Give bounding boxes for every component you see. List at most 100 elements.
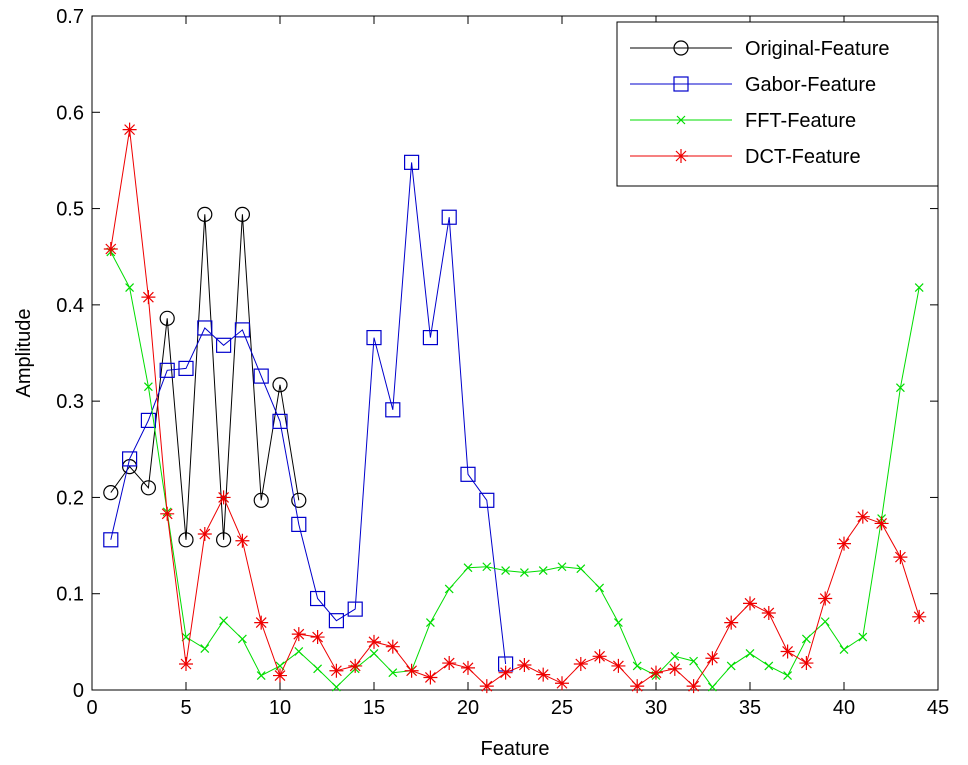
data-point-gabor-feature [460,466,476,482]
data-point-fft-feature [369,648,379,658]
series-line-gabor-feature [110,162,507,665]
data-point-fft-feature [707,682,717,692]
data-point-gabor-feature [441,209,457,225]
x-tick-label: 40 [833,697,855,719]
data-point-fft-feature [501,566,511,576]
data-point-dct-feature [291,627,306,642]
data-point-fft-feature [745,648,755,658]
data-point-fft-feature [538,566,548,576]
data-point-gabor-feature [216,337,232,353]
x-tick-label: 15 [363,697,385,719]
y-tick-label: 0.6 [56,102,84,124]
data-point-fft-feature [313,664,323,674]
legend-marker-fft-feature [676,115,686,125]
data-point-dct-feature [329,663,344,678]
data-point-dct-feature [837,536,851,551]
data-point-fft-feature [425,618,435,628]
data-point-original-feature [140,480,156,496]
data-point-gabor-feature [479,492,495,508]
data-point-gabor-feature [366,329,382,346]
data-point-fft-feature [219,616,229,626]
data-point-fft-feature [820,617,830,627]
y-axis-label: Amplitude [13,309,35,398]
data-point-fft-feature [294,647,304,656]
legend-label-original-feature: Original-Feature [745,38,890,60]
data-point-dct-feature [649,665,663,680]
data-point-dct-feature [254,615,269,630]
data-point-dct-feature [893,550,908,565]
data-point-dct-feature [592,649,607,664]
data-point-gabor-feature [178,360,194,377]
data-point-original-feature [103,485,119,501]
data-point-fft-feature [482,562,492,572]
data-point-gabor-feature [103,532,119,548]
data-point-dct-feature [442,656,457,671]
data-point-dct-feature [498,665,513,680]
data-point-dct-feature [103,242,118,257]
series-layer [103,122,927,694]
data-point-fft-feature [764,661,774,671]
legend-marker-original-feature [673,40,689,56]
data-point-fft-feature [895,383,905,393]
data-point-fft-feature [595,583,605,593]
y-tick-label: 0.1 [56,584,84,606]
data-point-original-feature [178,532,194,548]
data-point-dct-feature [122,122,137,137]
data-point-dct-feature [310,630,325,645]
data-point-dct-feature [761,605,776,620]
data-point-dct-feature [874,516,889,531]
legend-entry-gabor-feature: Gabor-Feature [630,74,876,96]
data-point-gabor-feature [197,320,213,336]
data-point-dct-feature [536,667,551,682]
data-point-dct-feature [573,657,588,672]
data-point-original-feature [253,492,269,508]
data-point-gabor-feature [121,451,138,467]
data-point-gabor-feature [234,322,250,338]
data-point-gabor-feature [310,590,326,607]
x-tick-label: 5 [180,697,191,719]
data-point-fft-feature [726,661,736,671]
x-tick-label: 45 [927,697,949,719]
data-point-fft-feature [783,671,793,680]
legend-marker-gabor-feature [673,76,689,92]
data-point-fft-feature [237,634,247,644]
data-point-gabor-feature [272,413,288,429]
data-point-dct-feature [423,670,438,685]
data-point-dct-feature [479,679,494,694]
data-point-fft-feature [576,564,586,574]
legend-entry-fft-feature: FFT-Feature [630,110,856,132]
data-point-fft-feature [200,644,210,654]
data-point-fft-feature [143,382,153,392]
legend-marker-dct-feature [674,149,688,163]
data-point-dct-feature [141,290,156,305]
data-point-fft-feature [444,584,454,594]
x-tick-label: 35 [739,697,761,719]
data-point-dct-feature [404,663,419,678]
data-point-dct-feature [724,615,739,630]
x-tick-label: 10 [269,697,291,719]
series-original-feature [103,206,307,548]
data-point-dct-feature [555,676,569,691]
series-line-dct-feature [110,129,920,687]
data-point-fft-feature [125,283,135,292]
data-point-fft-feature [689,656,699,666]
x-tick-label: 0 [86,697,97,719]
legend: Original-Feature Gabor-Feature FFT-Feature… [616,21,939,187]
data-point-fft-feature [613,618,623,628]
x-axis-label: Feature [481,738,550,760]
data-point-fft-feature [839,645,849,654]
data-point-dct-feature [780,644,795,659]
data-point-gabor-feature [385,402,401,418]
data-point-fft-feature [557,562,567,572]
legend-label-dct-feature: DCT-Feature [745,146,861,168]
series-dct-feature [103,122,927,694]
data-point-fft-feature [331,682,341,692]
y-tick-label: 0.4 [56,295,84,317]
legend-label-gabor-feature: Gabor-Feature [745,74,876,96]
data-point-dct-feature [385,639,400,654]
data-point-dct-feature [367,634,381,649]
data-point-gabor-feature [347,601,363,617]
data-point-gabor-feature [159,362,175,378]
data-point-dct-feature [686,679,701,694]
